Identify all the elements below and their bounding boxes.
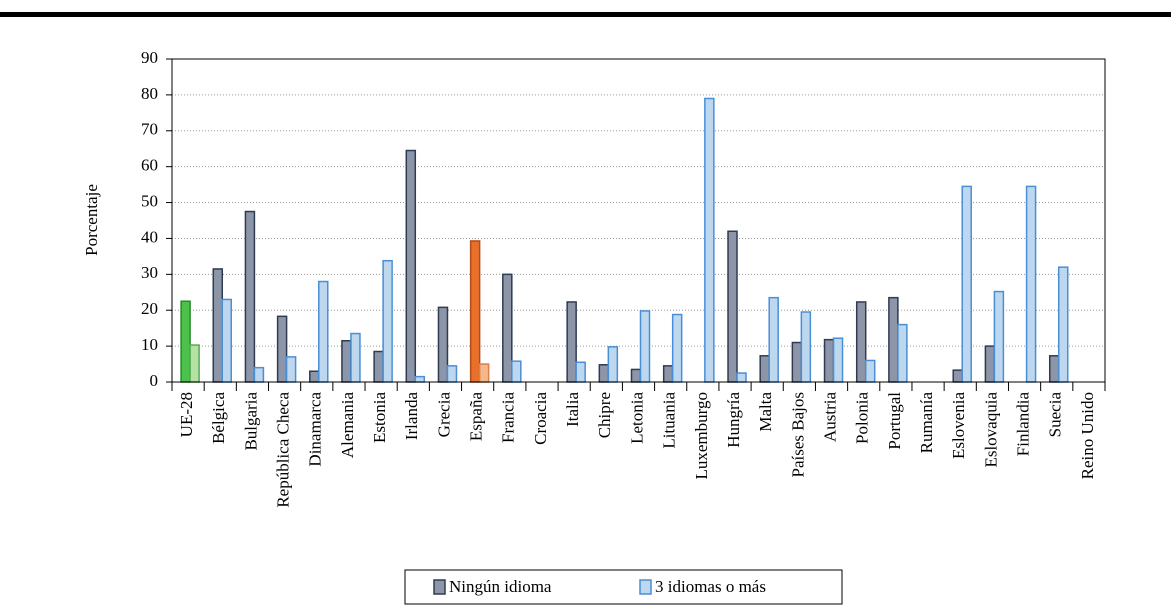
y-tick-label: 90 bbox=[141, 48, 158, 67]
x-tick-label: Bulgaria bbox=[241, 392, 260, 451]
bar bbox=[1025, 185, 1037, 383]
y-tick-label: 30 bbox=[141, 263, 158, 282]
x-tick-label: Rumanía bbox=[917, 392, 936, 454]
bar bbox=[285, 356, 297, 383]
x-tick-label: Dinamarca bbox=[306, 392, 325, 467]
legend-label: Ningún idioma bbox=[449, 577, 552, 596]
bar bbox=[832, 337, 844, 383]
bar bbox=[984, 345, 996, 383]
bar bbox=[1057, 266, 1069, 383]
x-tick-label: Portugal bbox=[885, 392, 904, 450]
bar bbox=[414, 375, 426, 383]
bar bbox=[888, 296, 899, 383]
bar bbox=[768, 296, 779, 383]
bar bbox=[961, 185, 972, 383]
bar bbox=[502, 273, 513, 383]
bar bbox=[671, 313, 683, 383]
bar bbox=[276, 315, 288, 383]
bar bbox=[221, 298, 233, 383]
bar bbox=[630, 368, 642, 383]
x-tick-label: Grecia bbox=[434, 392, 453, 438]
legend-label: 3 idiomas o más bbox=[655, 577, 766, 596]
x-tick-label: Letonia bbox=[627, 392, 646, 444]
y-tick-label: 40 bbox=[141, 227, 158, 246]
x-tick-label: Países Bajos bbox=[788, 392, 807, 477]
bar bbox=[855, 301, 867, 383]
y-tick-label: 20 bbox=[141, 299, 158, 318]
bar bbox=[864, 359, 876, 383]
top-rule bbox=[0, 12, 1171, 17]
y-tick-label: 60 bbox=[141, 156, 158, 175]
bar bbox=[993, 290, 1005, 383]
legend-swatch bbox=[639, 579, 652, 595]
y-tick-label: 50 bbox=[141, 191, 158, 210]
bar bbox=[405, 149, 417, 383]
x-tick-label: Malta bbox=[756, 392, 775, 432]
bar bbox=[469, 240, 481, 383]
bar bbox=[511, 360, 522, 383]
bar bbox=[575, 361, 586, 383]
bar bbox=[437, 306, 449, 383]
x-tick-label: Polonia bbox=[853, 392, 872, 444]
y-tick-label: 10 bbox=[141, 335, 158, 354]
bar bbox=[952, 369, 963, 383]
y-tick-label: 80 bbox=[141, 84, 158, 103]
x-tick-label: Estonia bbox=[370, 392, 389, 443]
bar bbox=[309, 370, 320, 383]
bar bbox=[1048, 355, 1060, 383]
x-tick-label: Chipre bbox=[595, 392, 614, 438]
y-tick-label: 0 bbox=[150, 371, 159, 390]
x-tick-label: Reino Unido bbox=[1078, 392, 1097, 479]
bar bbox=[350, 332, 361, 383]
bar bbox=[736, 372, 747, 383]
plot-border bbox=[171, 58, 1106, 383]
x-tick-label: Lituania bbox=[660, 392, 679, 449]
bar bbox=[791, 341, 803, 383]
bar bbox=[800, 311, 812, 383]
x-tick-label: Luxemburgo bbox=[692, 392, 711, 480]
bar bbox=[318, 280, 329, 383]
bar bbox=[478, 363, 490, 383]
bar bbox=[759, 355, 770, 383]
bar bbox=[244, 210, 256, 383]
bar bbox=[607, 346, 619, 383]
y-tick-label: 70 bbox=[141, 120, 158, 139]
bar bbox=[897, 323, 908, 383]
bar bbox=[341, 339, 352, 383]
x-tick-label: Austria bbox=[820, 392, 839, 443]
bar bbox=[382, 259, 393, 383]
y-axis-label: Porcentaje bbox=[82, 184, 101, 256]
x-tick-label: Finlandia bbox=[1013, 392, 1032, 457]
bar bbox=[566, 301, 577, 383]
x-tick-label: República Checa bbox=[274, 392, 293, 508]
bar bbox=[639, 310, 651, 383]
legend-box bbox=[404, 569, 843, 605]
x-tick-label: Croacia bbox=[531, 392, 550, 445]
x-tick-label: Francia bbox=[499, 392, 518, 443]
x-tick-label: Italia bbox=[563, 392, 582, 427]
bar bbox=[253, 366, 265, 383]
bar bbox=[704, 97, 715, 383]
bar bbox=[212, 268, 224, 383]
x-tick-label: Alemania bbox=[338, 392, 357, 459]
bar bbox=[823, 338, 835, 383]
x-tick-label: Hungría bbox=[724, 392, 743, 448]
x-tick-label: España bbox=[467, 392, 486, 442]
bar bbox=[373, 350, 384, 383]
x-tick-label: UE-28 bbox=[177, 392, 196, 437]
x-tick-label: Suecia bbox=[1046, 392, 1065, 438]
x-tick-label: Irlanda bbox=[402, 392, 421, 441]
bar bbox=[180, 300, 191, 383]
bar bbox=[727, 230, 738, 383]
x-tick-label: Bélgica bbox=[209, 392, 228, 444]
legend-swatch bbox=[433, 579, 446, 595]
bar bbox=[446, 365, 458, 383]
x-tick-label: Eslovaquia bbox=[981, 392, 1000, 468]
bar bbox=[662, 365, 674, 383]
bar bbox=[598, 364, 610, 383]
bar bbox=[189, 344, 200, 383]
x-tick-label: Eslovenia bbox=[949, 392, 968, 459]
